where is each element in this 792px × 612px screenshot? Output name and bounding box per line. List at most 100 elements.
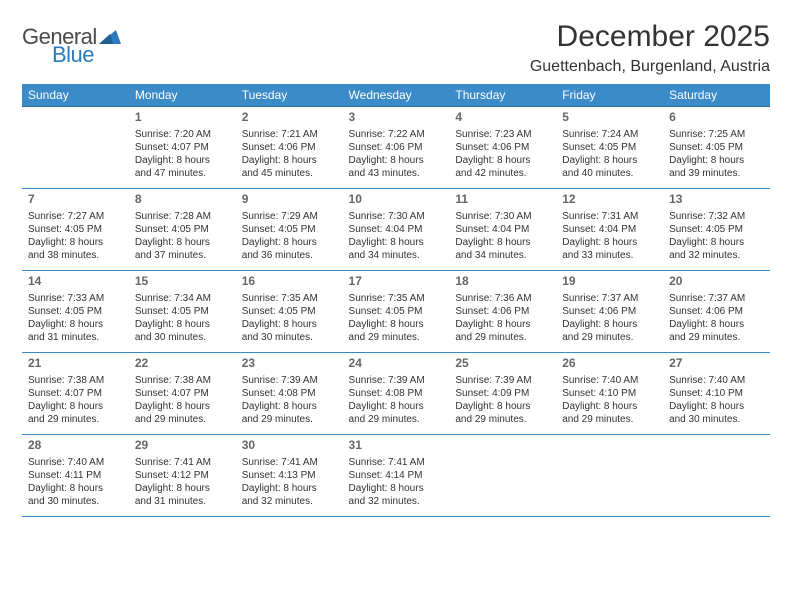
sunset-text: Sunset: 4:05 PM: [562, 141, 657, 154]
sunset-text: Sunset: 4:10 PM: [669, 387, 764, 400]
logo-word-2: Blue: [52, 44, 94, 66]
calendar-header: SundayMondayTuesdayWednesdayThursdayFrid…: [22, 84, 770, 107]
daylight-text: Daylight: 8 hours: [242, 482, 337, 495]
daylight-text: and 32 minutes.: [669, 249, 764, 262]
sunset-text: Sunset: 4:06 PM: [455, 141, 550, 154]
day-number: 23: [242, 356, 337, 372]
calendar-day-cell: 14Sunrise: 7:33 AMSunset: 4:05 PMDayligh…: [22, 271, 129, 353]
sunrise-text: Sunrise: 7:32 AM: [669, 210, 764, 223]
daylight-text: and 39 minutes.: [669, 167, 764, 180]
sunset-text: Sunset: 4:06 PM: [562, 305, 657, 318]
calendar-week-row: 14Sunrise: 7:33 AMSunset: 4:05 PMDayligh…: [22, 271, 770, 353]
sunset-text: Sunset: 4:13 PM: [242, 469, 337, 482]
daylight-text: and 37 minutes.: [135, 249, 230, 262]
sunrise-text: Sunrise: 7:39 AM: [242, 374, 337, 387]
day-number: 28: [28, 438, 123, 454]
day-number: 22: [135, 356, 230, 372]
calendar-day-cell: 13Sunrise: 7:32 AMSunset: 4:05 PMDayligh…: [663, 189, 770, 271]
sunset-text: Sunset: 4:10 PM: [562, 387, 657, 400]
daylight-text: and 29 minutes.: [562, 413, 657, 426]
calendar-day-cell: [449, 435, 556, 517]
daylight-text: and 47 minutes.: [135, 167, 230, 180]
sunset-text: Sunset: 4:05 PM: [669, 223, 764, 236]
daylight-text: and 31 minutes.: [135, 495, 230, 508]
weekday-header: Tuesday: [236, 84, 343, 107]
sunrise-text: Sunrise: 7:40 AM: [669, 374, 764, 387]
daylight-text: Daylight: 8 hours: [669, 236, 764, 249]
calendar-week-row: 28Sunrise: 7:40 AMSunset: 4:11 PMDayligh…: [22, 435, 770, 517]
daylight-text: Daylight: 8 hours: [135, 318, 230, 331]
day-number: 26: [562, 356, 657, 372]
sunrise-text: Sunrise: 7:38 AM: [28, 374, 123, 387]
sunset-text: Sunset: 4:07 PM: [135, 141, 230, 154]
daylight-text: and 31 minutes.: [28, 331, 123, 344]
calendar-day-cell: 20Sunrise: 7:37 AMSunset: 4:06 PMDayligh…: [663, 271, 770, 353]
sunset-text: Sunset: 4:05 PM: [135, 305, 230, 318]
sunset-text: Sunset: 4:06 PM: [242, 141, 337, 154]
daylight-text: Daylight: 8 hours: [135, 236, 230, 249]
day-number: 5: [562, 110, 657, 126]
daylight-text: and 29 minutes.: [349, 331, 444, 344]
sunset-text: Sunset: 4:05 PM: [28, 305, 123, 318]
day-number: 11: [455, 192, 550, 208]
sunrise-text: Sunrise: 7:34 AM: [135, 292, 230, 305]
daylight-text: Daylight: 8 hours: [135, 482, 230, 495]
sunset-text: Sunset: 4:08 PM: [242, 387, 337, 400]
daylight-text: and 30 minutes.: [669, 413, 764, 426]
day-number: 25: [455, 356, 550, 372]
weekday-header: Monday: [129, 84, 236, 107]
day-number: 24: [349, 356, 444, 372]
calendar-day-cell: 19Sunrise: 7:37 AMSunset: 4:06 PMDayligh…: [556, 271, 663, 353]
day-number: 27: [669, 356, 764, 372]
weekday-header: Friday: [556, 84, 663, 107]
sunrise-text: Sunrise: 7:27 AM: [28, 210, 123, 223]
sunrise-text: Sunrise: 7:41 AM: [135, 456, 230, 469]
calendar-day-cell: [556, 435, 663, 517]
day-number: 20: [669, 274, 764, 290]
daylight-text: and 30 minutes.: [135, 331, 230, 344]
daylight-text: and 29 minutes.: [242, 413, 337, 426]
day-number: 18: [455, 274, 550, 290]
sunrise-text: Sunrise: 7:22 AM: [349, 128, 444, 141]
daylight-text: and 33 minutes.: [562, 249, 657, 262]
sunset-text: Sunset: 4:08 PM: [349, 387, 444, 400]
sunset-text: Sunset: 4:07 PM: [135, 387, 230, 400]
daylight-text: and 29 minutes.: [455, 331, 550, 344]
daylight-text: Daylight: 8 hours: [562, 154, 657, 167]
calendar-week-row: 7Sunrise: 7:27 AMSunset: 4:05 PMDaylight…: [22, 189, 770, 271]
daylight-text: Daylight: 8 hours: [242, 154, 337, 167]
sunrise-text: Sunrise: 7:29 AM: [242, 210, 337, 223]
sunrise-text: Sunrise: 7:30 AM: [349, 210, 444, 223]
calendar-week-row: 1Sunrise: 7:20 AMSunset: 4:07 PMDaylight…: [22, 107, 770, 189]
weekday-header: Thursday: [449, 84, 556, 107]
calendar-table: SundayMondayTuesdayWednesdayThursdayFrid…: [22, 84, 770, 517]
day-number: 4: [455, 110, 550, 126]
daylight-text: Daylight: 8 hours: [669, 154, 764, 167]
daylight-text: Daylight: 8 hours: [349, 400, 444, 413]
sunset-text: Sunset: 4:11 PM: [28, 469, 123, 482]
day-number: 7: [28, 192, 123, 208]
daylight-text: Daylight: 8 hours: [455, 400, 550, 413]
calendar-day-cell: 5 Sunrise: 7:24 AMSunset: 4:05 PMDaylight…: [556, 107, 663, 189]
calendar-day-cell: 27Sunrise: 7:40 AMSunset: 4:10 PMDayligh…: [663, 353, 770, 435]
sunset-text: Sunset: 4:05 PM: [242, 305, 337, 318]
daylight-text: and 29 minutes.: [669, 331, 764, 344]
sunrise-text: Sunrise: 7:35 AM: [349, 292, 444, 305]
calendar-body: 1Sunrise: 7:20 AMSunset: 4:07 PMDaylight…: [22, 107, 770, 517]
sunrise-text: Sunrise: 7:24 AM: [562, 128, 657, 141]
sunrise-text: Sunrise: 7:41 AM: [242, 456, 337, 469]
calendar-day-cell: 28Sunrise: 7:40 AMSunset: 4:11 PMDayligh…: [22, 435, 129, 517]
daylight-text: Daylight: 8 hours: [349, 318, 444, 331]
sunset-text: Sunset: 4:05 PM: [349, 305, 444, 318]
calendar-day-cell: 6Sunrise: 7:25 AMSunset: 4:05 PMDaylight…: [663, 107, 770, 189]
daylight-text: Daylight: 8 hours: [242, 400, 337, 413]
daylight-text: Daylight: 8 hours: [349, 154, 444, 167]
weekday-header: Wednesday: [343, 84, 450, 107]
sunset-text: Sunset: 4:14 PM: [349, 469, 444, 482]
sunrise-text: Sunrise: 7:39 AM: [455, 374, 550, 387]
daylight-text: and 29 minutes.: [455, 413, 550, 426]
daylight-text: Daylight: 8 hours: [455, 318, 550, 331]
daylight-text: Daylight: 8 hours: [562, 400, 657, 413]
day-number: 29: [135, 438, 230, 454]
daylight-text: Daylight: 8 hours: [349, 482, 444, 495]
